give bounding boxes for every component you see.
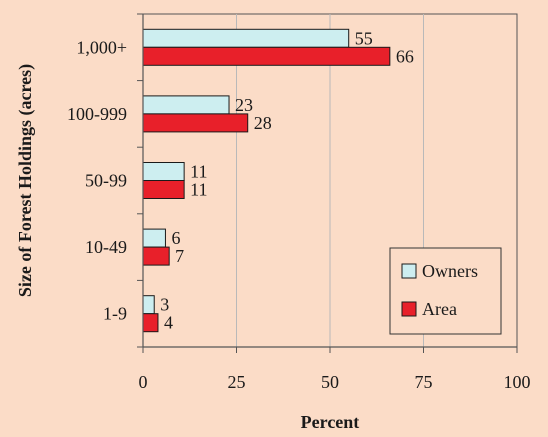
y-tick-label: 10-49 [85,237,127,257]
x-tick-label: 0 [139,372,148,392]
y-tick-label: 1-9 [103,304,127,324]
x-tick-label: 100 [504,372,531,392]
bar-owners [142,95,230,115]
bar-area [142,46,391,66]
y-tick-label: 50-99 [85,171,127,191]
bar-area [142,313,159,333]
bar-area [142,246,170,266]
bar-owners [142,228,166,248]
bars-group [142,28,391,333]
data-label: 3 [160,295,169,315]
data-label: 55 [355,28,373,48]
y-axis-title: Size of Forest Holdings (acres) [15,64,36,297]
bar-owners [142,162,185,181]
x-tick-label: 50 [321,372,339,392]
bar-owners [142,295,155,315]
y-tick-label: 1,000+ [76,37,127,57]
axes: 1,000+ 100-999 50-99 10-49 1-9 0 25 50 75 100 [67,13,531,392]
data-label: 6 [171,228,180,248]
bar-area [142,113,249,133]
data-label: 7 [175,246,184,266]
data-label: 11 [190,180,207,200]
x-tick-label: 25 [228,372,246,392]
bar-owners [142,28,350,48]
legend-label-area: Area [422,299,457,319]
data-label: 28 [254,113,272,133]
data-label: 23 [235,95,253,115]
legend: Owners Area [389,247,502,335]
data-label: 11 [190,162,207,182]
data-label: 66 [396,46,414,66]
x-axis-title: Percent [301,412,360,432]
legend-swatch-area [401,301,417,317]
y-tick-label: 100-999 [67,104,127,124]
legend-label-owners: Owners [422,261,478,281]
legend-box [389,247,502,335]
bar-area [142,180,185,199]
legend-swatch-owners [401,263,417,279]
data-label: 4 [164,313,173,333]
x-tick-label: 75 [415,372,433,392]
